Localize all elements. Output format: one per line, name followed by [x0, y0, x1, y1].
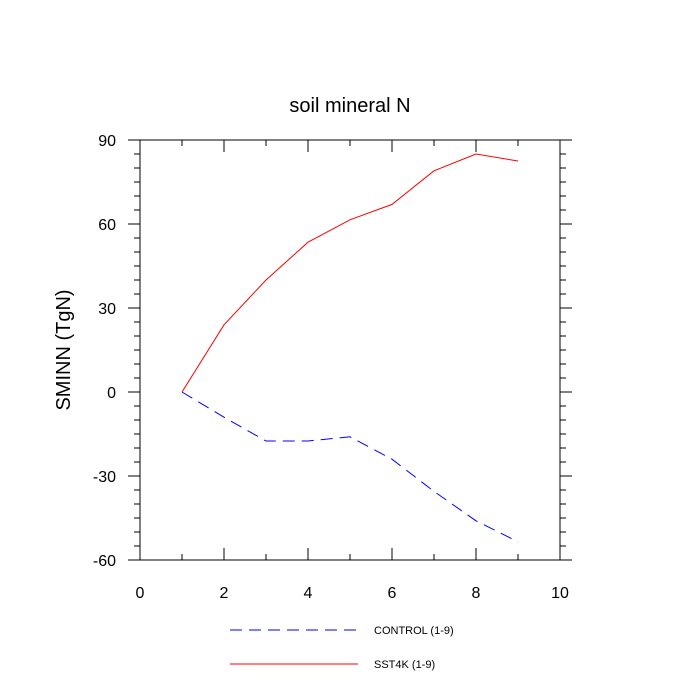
chart-title: soil mineral N: [289, 95, 410, 117]
y-tick-label: 30: [98, 301, 116, 318]
y-tick-label: 0: [107, 385, 116, 402]
y-tick-label: -30: [93, 469, 116, 486]
plot-frame: [139, 139, 561, 561]
tick-labels: 0 2 4 6 8 10 -60 -30 0 30 60 90: [93, 133, 569, 602]
x-tick-label: 8: [472, 585, 481, 602]
y-axis-label: SMINN (TgN): [53, 289, 75, 410]
legend: CONTROL (1-9) SST4K (1-9): [230, 625, 454, 671]
axis-ticks: [128, 139, 572, 561]
x-tick-label: 6: [388, 585, 397, 602]
legend-label: CONTROL (1-9): [374, 625, 454, 637]
series-line-control: [181, 391, 519, 543]
x-tick-label: 4: [304, 585, 313, 602]
y-tick-label: -60: [93, 553, 116, 570]
y-tick-label: 90: [98, 133, 116, 150]
series-line-sst4k: [181, 153, 519, 393]
data-series: [181, 153, 519, 543]
x-tick-label: 2: [220, 585, 229, 602]
legend-label: SST4K (1-9): [374, 659, 435, 671]
y-tick-label: 60: [98, 217, 116, 234]
x-tick-label: 10: [551, 585, 569, 602]
x-tick-label: 0: [136, 585, 145, 602]
